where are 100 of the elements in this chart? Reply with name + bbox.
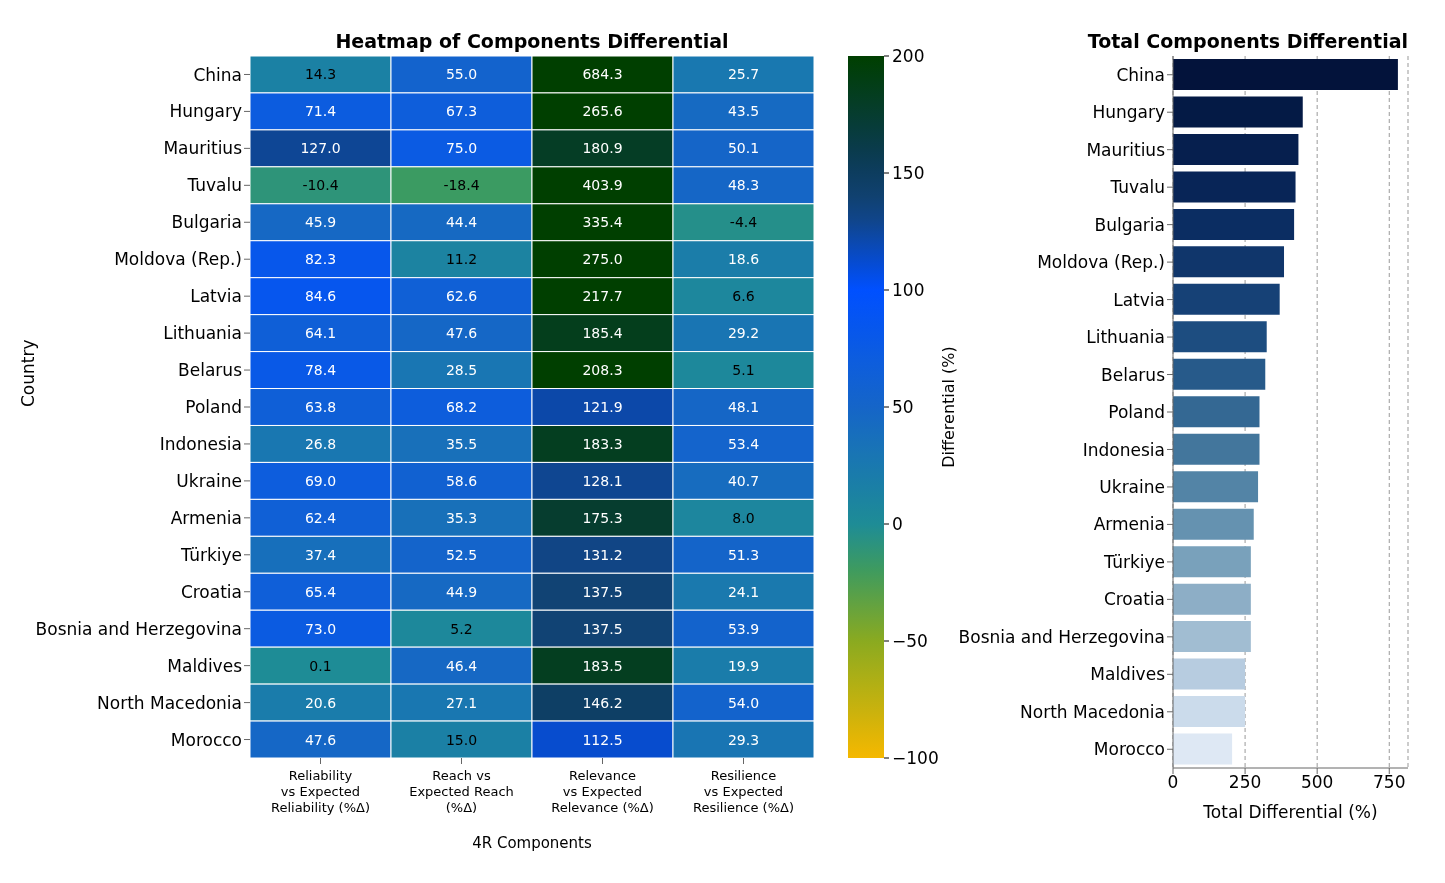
- x-tick-label: 750: [1373, 772, 1406, 793]
- data-label: 68.2: [445, 399, 478, 415]
- data-label: 265.6: [582, 103, 623, 120]
- y-tick-label: Armenia: [1093, 514, 1165, 535]
- bar: [1173, 433, 1260, 465]
- data-label: 53.4: [727, 435, 760, 452]
- y-tick-label: Armenia: [170, 507, 242, 528]
- data-label: 684.3: [582, 66, 623, 83]
- data-label: 82.3: [304, 251, 337, 268]
- data-label: 14.3: [304, 66, 337, 83]
- bar: [1173, 396, 1260, 428]
- x-axis-title: Total Differential (%): [1202, 802, 1378, 822]
- data-label: 217.7: [582, 288, 623, 305]
- x-tick-label: Reliability vs Expected Reliability (%Δ): [270, 768, 371, 815]
- data-label: 275.0: [582, 251, 623, 268]
- data-label: 19.9: [727, 657, 760, 674]
- data-label: 55.0: [445, 66, 478, 83]
- bar: [1173, 508, 1254, 540]
- x-axis-title: 4R Components: [472, 834, 592, 852]
- color-bar-label: 150: [892, 163, 925, 183]
- bar: [1173, 358, 1266, 390]
- y-tick-label: North Macedonia: [97, 692, 242, 713]
- data-label: 208.3: [582, 362, 623, 379]
- bar: [1173, 471, 1259, 503]
- data-label: 64.1: [304, 325, 337, 342]
- color-bar-title: Differential (%): [939, 346, 958, 468]
- data-label: 24.1: [727, 583, 760, 600]
- data-label: 40.7: [727, 472, 760, 489]
- data-label: 29.3: [727, 731, 760, 748]
- data-label: 28.5: [445, 362, 478, 379]
- data-label: 5.1: [732, 362, 755, 379]
- bar: [1173, 733, 1233, 765]
- data-label: 78.4: [304, 362, 337, 379]
- y-tick-label: Maldives: [167, 655, 243, 676]
- data-label: 27.1: [445, 694, 478, 711]
- y-tick-label: Hungary: [1092, 102, 1165, 123]
- y-tick-label: Tuvalu: [186, 175, 242, 196]
- bar: [1173, 658, 1246, 690]
- data-label: 146.2: [582, 694, 623, 711]
- data-label: 137.5: [582, 583, 623, 600]
- y-tick-label: Indonesia: [159, 433, 242, 454]
- data-label: -4.4: [729, 214, 758, 231]
- y-tick-label: Mauritius: [163, 138, 243, 159]
- chart-title: Heatmap of Components Differential: [334, 30, 730, 52]
- data-label: 51.3: [727, 546, 760, 563]
- data-label: 0.1: [309, 657, 332, 674]
- y-tick-label: Moldova (Rep.): [1037, 252, 1165, 273]
- y-tick-label: Bulgaria: [171, 212, 242, 233]
- y-tick-label: Croatia: [180, 581, 242, 602]
- y-tick-label: Moldova (Rep.): [114, 249, 242, 270]
- y-tick-label: Poland: [1108, 402, 1165, 423]
- bar: [1173, 59, 1398, 90]
- data-label: 53.9: [727, 620, 760, 637]
- bar: [1173, 171, 1296, 203]
- data-label: 47.6: [445, 325, 478, 342]
- y-tick-label: Latvia: [190, 286, 242, 307]
- y-tick-label: Poland: [185, 397, 242, 418]
- chart-title: Total Components Differential: [1087, 30, 1408, 52]
- data-label: 67.3: [445, 103, 478, 120]
- data-label: 44.4: [445, 214, 478, 231]
- y-tick-label: Tuvalu: [1109, 177, 1165, 198]
- data-label: 48.3: [727, 177, 760, 194]
- y-axis-title: Country: [18, 339, 39, 407]
- data-label: 121.9: [582, 399, 623, 415]
- bar: [1173, 621, 1251, 653]
- y-tick-label: Lithuania: [1086, 327, 1165, 348]
- data-label: 183.3: [582, 435, 623, 452]
- y-tick-label: Belarus: [178, 360, 243, 381]
- y-tick-label: Croatia: [1103, 589, 1165, 610]
- color-bar-label: 0: [892, 514, 903, 534]
- data-label: 5.2: [450, 620, 473, 637]
- bar: [1173, 321, 1267, 353]
- bar: [1173, 133, 1299, 165]
- data-label: 62.4: [304, 509, 337, 526]
- color-bar-label: −50: [892, 631, 928, 651]
- data-label: 69.0: [304, 472, 337, 489]
- y-tick-label: Maldives: [1090, 664, 1166, 685]
- y-tick-label: Türkiye: [1103, 551, 1165, 572]
- data-label: 11.2: [445, 251, 478, 268]
- x-tick-label: Resilience vs Expected Resilience (%Δ): [693, 768, 794, 815]
- data-label: 45.9: [304, 214, 337, 231]
- data-label: 58.6: [445, 472, 478, 489]
- data-label: 63.8: [304, 399, 337, 415]
- color-bar-label: 50: [892, 397, 914, 417]
- x-tick-label: 0: [1167, 772, 1179, 793]
- data-label: 25.7: [727, 66, 760, 83]
- data-label: 65.4: [304, 583, 337, 600]
- data-label: 46.4: [445, 657, 478, 674]
- data-label: 20.6: [304, 694, 337, 711]
- y-tick-label: Bosnia and Herzegovina: [958, 626, 1165, 647]
- data-label: 335.4: [582, 214, 623, 231]
- bar: [1173, 246, 1285, 278]
- y-tick-label: Belarus: [1101, 364, 1166, 385]
- y-tick-label: Morocco: [1093, 739, 1165, 760]
- data-label: 183.5: [582, 657, 623, 674]
- y-tick-label: Mauritius: [1086, 139, 1166, 160]
- y-tick-label: Türkiye: [180, 544, 242, 565]
- x-tick-label: Reach vs Expected Reach (%Δ): [409, 768, 514, 815]
- y-tick-label: Lithuania: [163, 323, 242, 344]
- data-label: 35.5: [445, 435, 478, 452]
